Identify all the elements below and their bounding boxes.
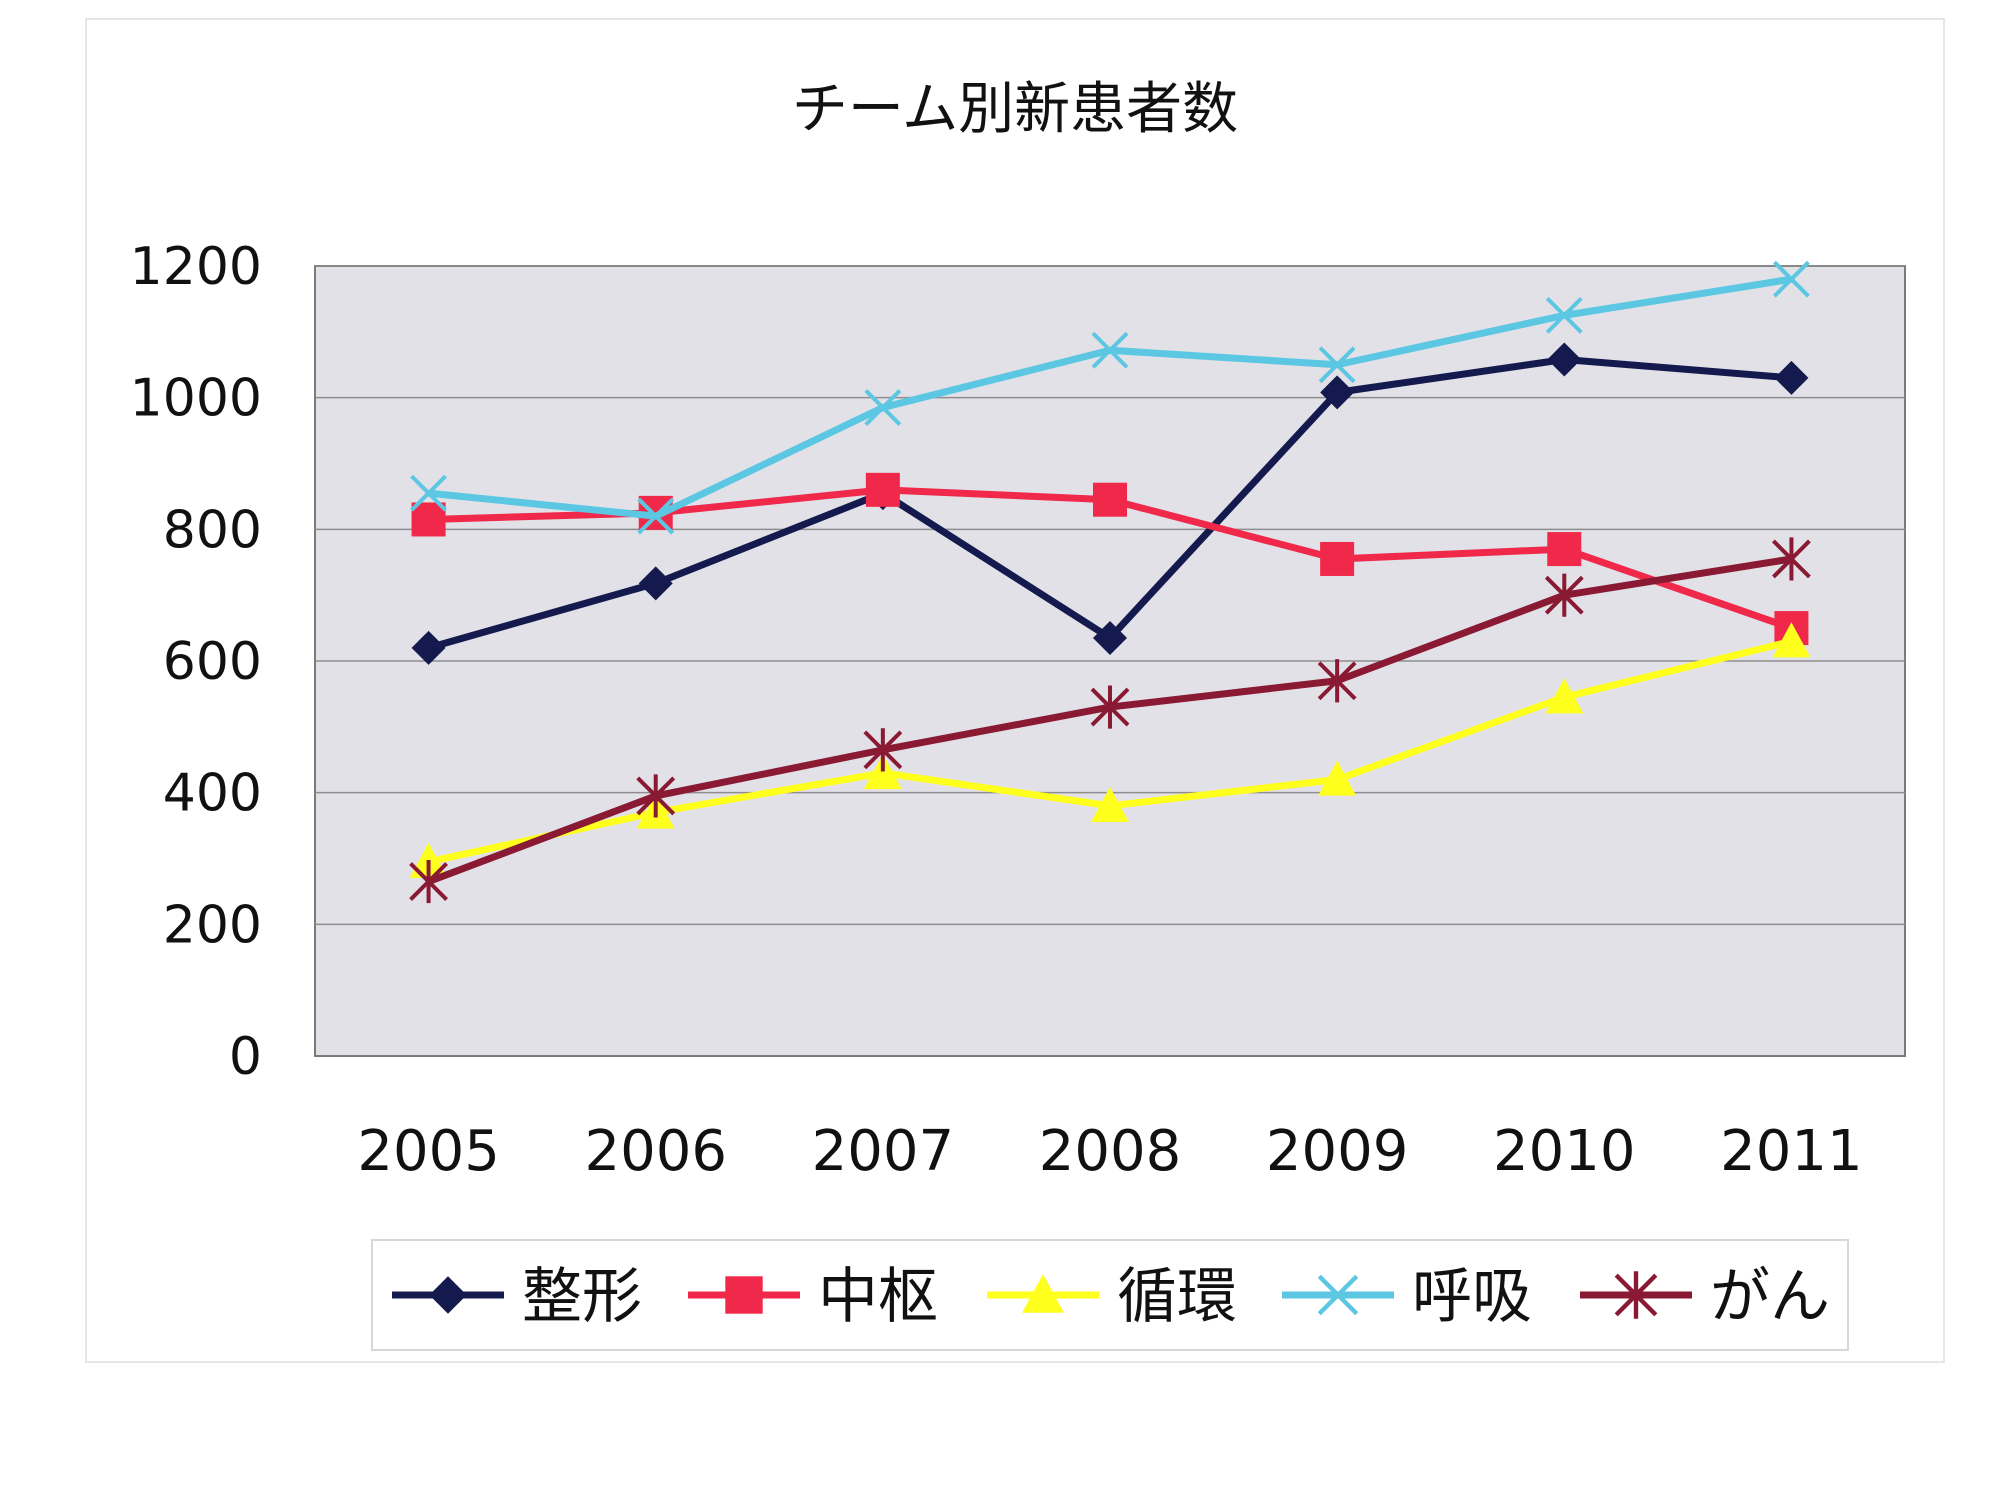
data-point-x bbox=[1317, 1274, 1359, 1316]
x-tick-label: 2005 bbox=[357, 1119, 500, 1184]
series-5 bbox=[409, 537, 1811, 904]
legend-label: 整形 bbox=[522, 1262, 642, 1332]
y-tick-label: 1200 bbox=[130, 237, 262, 297]
y-axis-ticks: 0 200 400 600 800 1000 1200 bbox=[130, 237, 262, 1087]
data-point-x bbox=[1318, 346, 1356, 384]
data-point-asterisk bbox=[636, 774, 676, 818]
y-tick-label: 400 bbox=[163, 764, 262, 824]
data-point-triangle bbox=[1022, 1274, 1064, 1313]
data-point-triangle bbox=[863, 753, 902, 790]
data-point-triangle bbox=[1091, 786, 1129, 822]
y-tick-label: 600 bbox=[163, 632, 262, 692]
data-point-asterisk bbox=[1544, 573, 1584, 617]
legend-label: 呼吸 bbox=[1412, 1262, 1532, 1332]
x-tick-label: 2009 bbox=[1266, 1119, 1409, 1184]
legend-item-3: 循環 bbox=[987, 1262, 1237, 1332]
series-layer bbox=[409, 260, 1811, 904]
data-point-x bbox=[864, 389, 902, 426]
data-point-diamond bbox=[1093, 620, 1127, 655]
legend-item-1: 整形 bbox=[392, 1262, 642, 1332]
data-point-square bbox=[1320, 541, 1355, 576]
data-point-asterisk bbox=[863, 728, 903, 772]
data-point-square bbox=[1547, 532, 1582, 567]
data-point-square bbox=[411, 502, 446, 537]
x-tick-label: 2010 bbox=[1493, 1119, 1636, 1184]
data-point-square bbox=[1093, 482, 1127, 517]
x-axis-ticks: 2005 2006 2007 2008 2009 2010 2011 bbox=[357, 1119, 1862, 1184]
data-point-x bbox=[1773, 260, 1810, 298]
data-point-asterisk bbox=[1090, 685, 1130, 729]
data-point-x bbox=[410, 474, 447, 512]
data-point-triangle bbox=[1772, 622, 1811, 658]
legend-item-4: 呼吸 bbox=[1282, 1262, 1532, 1332]
data-point-square bbox=[725, 1276, 763, 1314]
y-tick-label: 1000 bbox=[130, 369, 262, 429]
legend-item-5: がん bbox=[1580, 1262, 1830, 1332]
series-1 bbox=[411, 342, 1809, 665]
data-point-x bbox=[1091, 331, 1129, 369]
legend-label: 循環 bbox=[1117, 1262, 1237, 1332]
data-point-asterisk bbox=[409, 859, 448, 904]
series-4 bbox=[410, 260, 1810, 535]
y-tick-label: 800 bbox=[163, 500, 262, 560]
chart-title: チーム別新患者数 bbox=[792, 77, 1238, 142]
x-tick-label: 2011 bbox=[1720, 1119, 1863, 1184]
data-point-triangle bbox=[1318, 760, 1357, 796]
data-point-triangle bbox=[1545, 678, 1584, 714]
data-point-diamond bbox=[1320, 375, 1355, 410]
legend: 整形 中枢 循環 呼吸 がん bbox=[392, 1262, 1830, 1332]
legend-label: がん bbox=[1710, 1262, 1830, 1332]
data-point-diamond bbox=[411, 630, 446, 665]
data-point-diamond bbox=[1774, 360, 1809, 395]
data-point-x bbox=[637, 497, 675, 535]
data-point-diamond bbox=[429, 1276, 467, 1314]
x-tick-label: 2006 bbox=[584, 1119, 727, 1184]
x-tick-label: 2007 bbox=[812, 1119, 955, 1184]
data-point-x bbox=[1545, 296, 1583, 334]
data-point-square bbox=[865, 472, 900, 507]
legend-item-2: 中枢 bbox=[688, 1262, 938, 1332]
y-tick-label: 0 bbox=[229, 1027, 262, 1087]
data-point-diamond bbox=[638, 566, 673, 601]
data-point-asterisk bbox=[1317, 659, 1357, 703]
y-tick-label: 200 bbox=[163, 895, 262, 955]
x-tick-label: 2008 bbox=[1039, 1119, 1182, 1184]
data-point-asterisk bbox=[1772, 537, 1811, 581]
data-point-diamond bbox=[1547, 342, 1582, 377]
data-point-asterisk bbox=[1614, 1271, 1658, 1319]
legend-label: 中枢 bbox=[818, 1262, 938, 1332]
